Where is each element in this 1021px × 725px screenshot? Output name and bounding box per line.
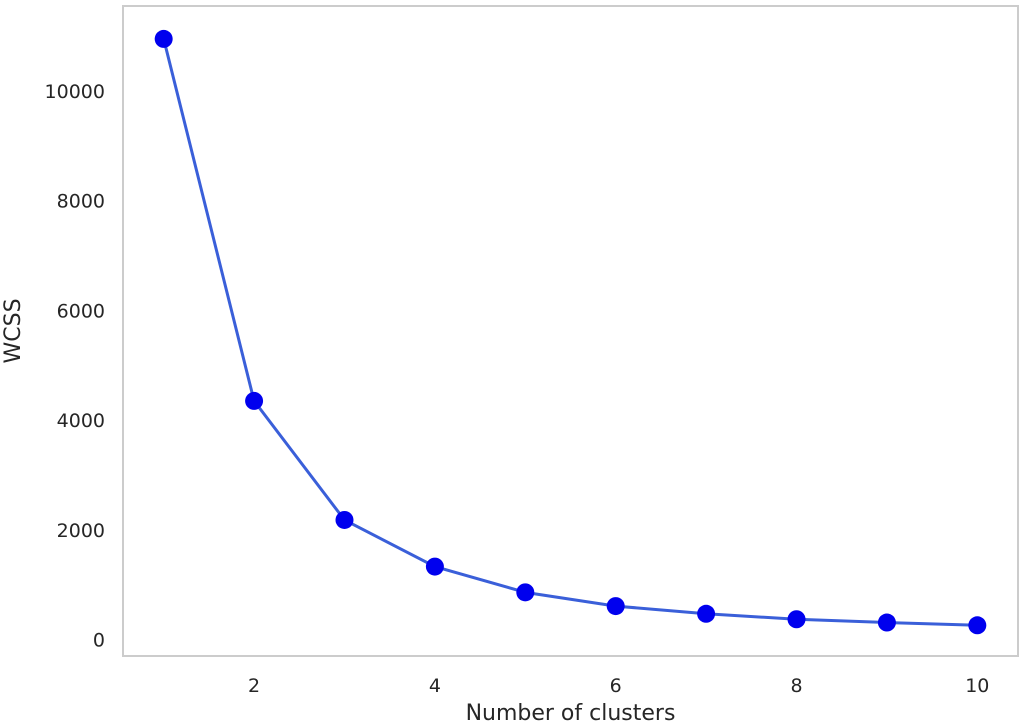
x-axis-label: Number of clusters	[466, 701, 676, 725]
x-tick-label: 2	[248, 675, 260, 697]
y-axis-ticks: 0 2000 4000 6000 8000 10000	[45, 81, 105, 652]
x-axis-ticks: 2 4 6 8 10	[248, 675, 989, 697]
data-point	[877, 613, 896, 632]
series-line	[162, 38, 978, 627]
data-point	[787, 610, 806, 629]
data-point	[968, 616, 987, 635]
y-axis-label: WCSS	[1, 298, 26, 363]
data-point	[516, 583, 535, 602]
data-point	[154, 29, 173, 48]
plot-frame	[122, 5, 1019, 657]
data-point	[335, 510, 354, 529]
y-tick-label: 0	[93, 630, 105, 652]
data-point	[245, 391, 264, 410]
y-tick-label: 10000	[45, 81, 105, 103]
data-point	[606, 597, 625, 616]
y-tick-label: 2000	[57, 520, 105, 542]
data-point	[697, 604, 716, 623]
x-tick-label: 4	[429, 675, 441, 697]
y-tick-label: 4000	[57, 410, 105, 432]
x-tick-label: 10	[965, 675, 989, 697]
x-tick-label: 8	[790, 675, 802, 697]
data-point	[425, 557, 444, 576]
y-tick-label: 8000	[57, 191, 105, 213]
series-points	[154, 29, 987, 635]
y-tick-label: 6000	[57, 300, 105, 322]
x-tick-label: 6	[610, 675, 622, 697]
